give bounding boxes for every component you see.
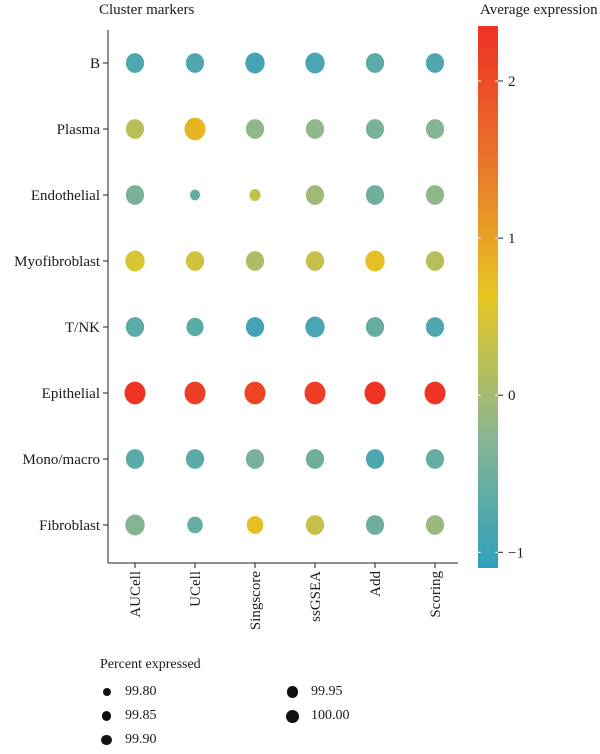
row-labels: B Plasma Endothelial Myofibroblast T/NK Epith…: [14, 56, 108, 534]
dot: [125, 317, 145, 337]
x-tick-label: Scoring: [428, 571, 444, 618]
size-legend-dot: [286, 709, 299, 723]
dot-marks: [124, 52, 446, 536]
dot: [124, 381, 146, 405]
size-legend-label: 99.80: [125, 684, 157, 699]
dot: [245, 251, 265, 271]
x-tick-label: ssGSEA: [308, 571, 324, 622]
chart-title: Cluster markers: [99, 2, 195, 18]
dot: [184, 381, 206, 405]
colorbar-tick-label: 1: [508, 231, 516, 247]
y-tick-label: Endothelial: [31, 188, 100, 204]
colorbar-tick-label: 0: [508, 388, 516, 404]
colorbar-tick-label: 2: [508, 74, 516, 90]
size-legend-item: 99.80: [100, 684, 157, 700]
dot: [245, 449, 265, 469]
size-legend-item: 99.85: [100, 708, 157, 724]
dot: [246, 516, 264, 534]
dot: [125, 185, 145, 205]
dot: [425, 185, 445, 205]
dot: [365, 250, 385, 272]
dot: [184, 117, 206, 141]
dot: [425, 119, 445, 139]
y-tick-label: Fibroblast: [39, 518, 101, 534]
y-tick-label: Epithelial: [42, 386, 100, 402]
size-legend-label: 99.95: [310, 684, 343, 699]
dot: [125, 119, 145, 139]
dot: [185, 449, 205, 469]
dot: [425, 515, 445, 535]
x-tick-label: Singscore: [248, 571, 264, 631]
dot: [304, 381, 326, 405]
dot: [125, 250, 145, 272]
dot: [125, 449, 145, 469]
dot: [305, 185, 325, 205]
dot: [245, 52, 265, 74]
dot: [305, 515, 325, 535]
dot: [365, 119, 385, 139]
plot-axes: [107, 30, 458, 564]
dot: [364, 381, 386, 405]
dot: [185, 251, 205, 271]
dot: [425, 251, 445, 271]
y-tick-label: T/NK: [65, 320, 100, 336]
dot: [365, 53, 385, 73]
dot: [365, 449, 385, 469]
colorbar-gradient: [478, 26, 498, 568]
x-tick-label: Add: [368, 571, 384, 597]
dot: [244, 381, 266, 405]
dot: [425, 317, 445, 337]
dot: [305, 251, 325, 271]
size-legend-label: 99.85: [125, 708, 157, 723]
dot: [125, 53, 145, 73]
dot: [305, 52, 325, 74]
y-tick-label: B: [90, 56, 100, 72]
dot: [365, 317, 385, 337]
dot: [365, 185, 385, 205]
dot: [305, 316, 325, 338]
size-legend-item: 99.90: [100, 732, 156, 748]
x-tick-label: AUCell: [128, 571, 144, 618]
x-tick-label: UCell: [188, 571, 204, 607]
y-tick-label: Myofibroblast: [14, 254, 101, 270]
size-legend-dot: [101, 711, 112, 721]
dot: [305, 119, 325, 139]
dot: [190, 189, 200, 201]
size-legend-title: Percent expressed: [100, 657, 201, 672]
dot: [249, 189, 261, 201]
colorbar-title: Average expression: [480, 2, 598, 18]
size-legend-label: 100.00: [311, 708, 350, 723]
dot: [305, 449, 325, 469]
size-legend-dot: [101, 734, 112, 746]
dot: [365, 515, 385, 535]
y-tick-label: Plasma: [57, 122, 101, 138]
size-legend-dot: [102, 688, 111, 696]
y-tick-label: Mono/macro: [23, 452, 100, 468]
dot: [425, 53, 445, 73]
size-legend-item: 100.00: [286, 708, 350, 724]
dot: [185, 53, 205, 73]
dot: [186, 317, 204, 337]
dot: [245, 317, 265, 337]
size-legend-item: 99.95: [286, 684, 342, 700]
dot: [245, 119, 265, 139]
colorbar: −1 0 1 2: [478, 26, 524, 568]
size-legend-dot: [286, 686, 299, 698]
colorbar-tick-label: −1: [508, 545, 524, 561]
column-labels: AUCell UCell Singscore ssGSEA Add Scoring: [128, 563, 444, 630]
dot: [424, 381, 446, 405]
dot: [425, 449, 445, 469]
size-legend-label: 99.90: [124, 732, 157, 747]
dot: [187, 516, 203, 534]
dot-plot: Cluster markers Average expression B Plas…: [14, 2, 598, 630]
dot: [125, 514, 145, 536]
